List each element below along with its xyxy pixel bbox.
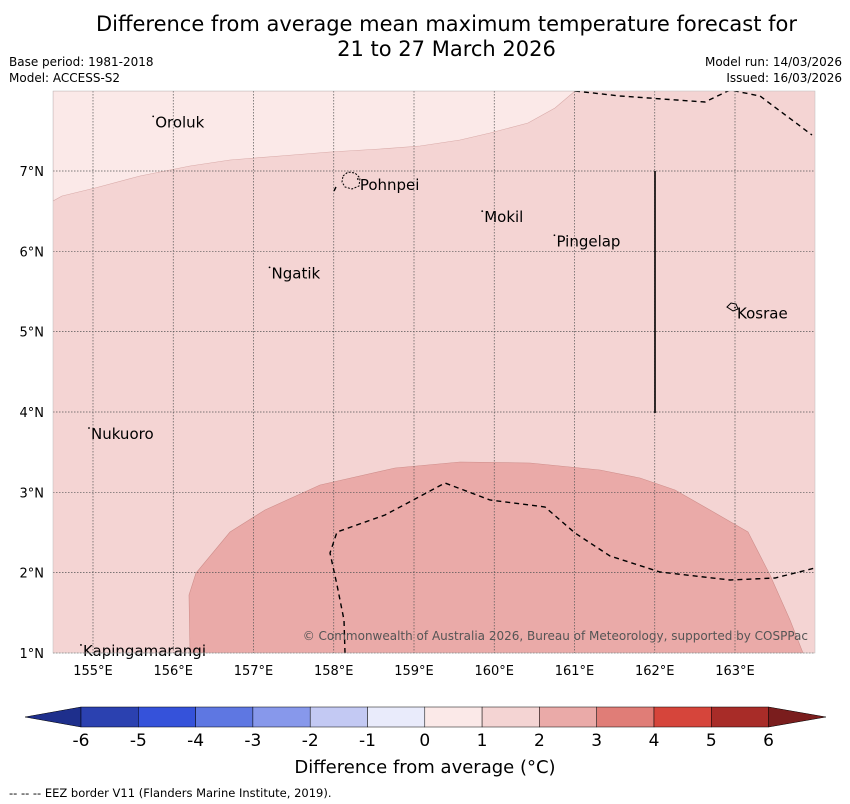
place-marker [152, 115, 155, 118]
map-fill [53, 91, 815, 653]
island-outlines [341, 171, 739, 312]
colorbar-segment [539, 706, 597, 728]
anomaly-band-2-3 [188, 461, 804, 653]
lat-tick-label: 6°N [20, 245, 45, 260]
lat-tick-label: 5°N [20, 326, 45, 341]
colorbar-tick-label: -1 [359, 731, 376, 751]
lon-tick-label: 158°E [314, 664, 354, 679]
place-label: Kosrae [737, 305, 788, 323]
place-label: Mokil [484, 208, 523, 226]
place-label: Pohnpei [360, 176, 420, 194]
lon-tick-label: 162°E [635, 664, 675, 679]
model-run: Model run: 14/03/2026 [704, 55, 842, 69]
colorbar-arrow-low [24, 706, 82, 728]
base-period: Base period: 1981-2018 [9, 55, 154, 69]
colorbar-segment [711, 706, 769, 728]
colorbar-segment [367, 706, 426, 728]
model-name: Model: ACCESS-S2 [9, 71, 121, 85]
anomaly-band-0-1 [53, 91, 576, 202]
lon-tick-label: 157°E [234, 664, 274, 679]
place-marker [268, 266, 271, 269]
colorbar-segment [424, 706, 483, 728]
colorbar-segment [252, 706, 311, 728]
colorbar-segment [481, 706, 540, 728]
place-marker [88, 427, 90, 429]
colorbar-segment [195, 706, 254, 728]
lat-tick-label: 7°N [20, 165, 45, 180]
map-frame [52, 90, 816, 654]
place-marker [734, 306, 736, 309]
lon-tick-label: 160°E [474, 664, 514, 679]
colorbar-tick-label: -2 [301, 731, 319, 751]
colorbar-tick-label: -5 [129, 731, 147, 751]
colorbar-segment [138, 706, 196, 728]
colorbar-label: Difference from average (°C) [294, 757, 556, 778]
place-marker [553, 234, 556, 237]
eez-footnote: -- -- -- EEZ border V11 (Flanders Marine… [9, 786, 332, 800]
colorbar-tick-label: 6 [763, 731, 774, 751]
lat-tick-label: 1°N [20, 647, 45, 662]
lon-tick-label: 161°E [555, 664, 595, 679]
colorbar-segment [80, 706, 139, 728]
title-line-1: Difference from average mean maximum tem… [96, 12, 797, 36]
lat-tick-label: 4°N [20, 406, 45, 421]
colorbar-tick-label: 4 [648, 731, 660, 751]
kosrae-island-icon [726, 302, 739, 312]
place-marker [481, 210, 484, 213]
colorbar-tick-label: -6 [72, 731, 90, 751]
place-labels: Oroluk Pohnpei Mokil Pingelap Ngatik Kosrae Nu… [80, 113, 788, 660]
place-label: Pingelap [556, 232, 620, 250]
place-label: Nukuoro [91, 425, 154, 443]
copyright-notice: © Commonwealth of Australia 2026, Bureau… [303, 629, 808, 643]
eez-border-stub [333, 186, 337, 192]
colorbar-segment [653, 706, 712, 728]
lon-tick-label: 155°E [73, 664, 113, 679]
place-label: Kapingamarangi [83, 642, 206, 660]
lon-tick-label: 163°E [715, 664, 755, 679]
lat-tick-label: 3°N [20, 486, 45, 501]
lon-tick-label: 159°E [394, 664, 434, 679]
place-label: Oroluk [155, 113, 204, 131]
colorbar-tick-label: 3 [591, 731, 603, 751]
chart-title: Difference from average mean maximum tem… [0, 12, 850, 62]
eez-border-north [574, 91, 813, 136]
lat-tick-label: 2°N [20, 567, 45, 582]
pohnpei-island-icon [341, 171, 361, 190]
place-marker [356, 178, 359, 180]
colorbar-tick-label: 2 [533, 731, 545, 751]
colorbar-segment [309, 706, 368, 728]
colorbar-tick-label: 1 [476, 731, 488, 751]
colorbar-segment [596, 706, 655, 728]
meta-left: Base period: 1981-2018 Model: ACCESS-S2 [9, 54, 154, 86]
colorbar-arrow-high [768, 706, 827, 728]
colorbar-tick-label: 0 [419, 731, 431, 751]
eez-border-south [329, 482, 815, 653]
eez-borders [329, 91, 815, 653]
axis-labels: 7°N 6°N 5°N 4°N 3°N 2°N 1°N 155°E 156°E 157°E 158°… [20, 165, 755, 679]
colorbar-tick-label: 5 [705, 731, 717, 751]
place-marker [80, 644, 82, 646]
lon-tick-label: 156°E [153, 664, 193, 679]
colorbar [24, 706, 827, 728]
colorbar-tick-label: -4 [187, 731, 205, 751]
issued-date: Issued: 16/03/2026 [726, 71, 842, 85]
title-line-2: 21 to 27 March 2026 [337, 37, 556, 61]
meta-right: Model run: 14/03/2026 Issued: 16/03/2026 [705, 54, 842, 86]
place-label: Ngatik [272, 264, 321, 282]
colorbar-tick-label: -3 [244, 731, 262, 751]
